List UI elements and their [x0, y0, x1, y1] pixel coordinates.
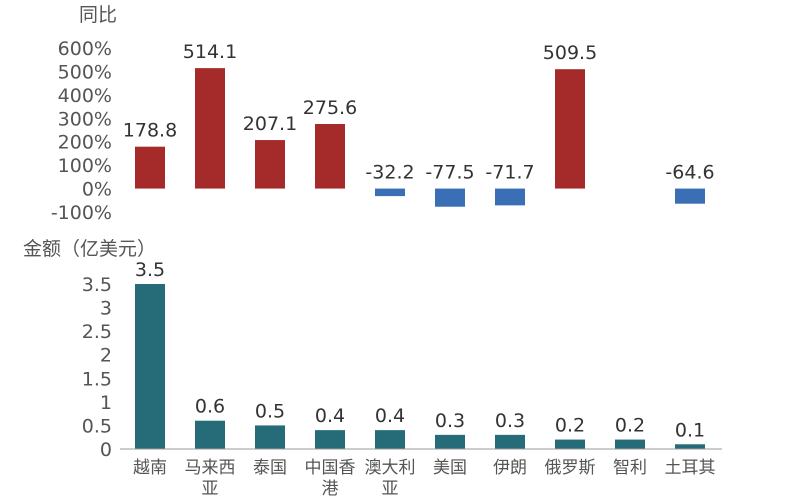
amount-y-tick-label: 0 [100, 439, 112, 461]
amount-y-tick-label: 1 [100, 392, 112, 414]
x-category-label: 亚 [202, 479, 219, 499]
amount-bar [435, 434, 465, 449]
amount-y-tick-label: 3.5 [82, 274, 112, 296]
amount-data-label: 0.4 [315, 405, 345, 427]
yoy-data-label: 178.8 [123, 120, 177, 142]
x-category-label: 土耳其 [665, 458, 716, 478]
amount-bar [195, 420, 225, 449]
amount-chart: 金额（亿美元） 00.511.522.533.5 3.50.6 0.5 0.4 0.4… [23, 238, 722, 499]
x-category-label: 澳大利 [365, 458, 416, 478]
yoy-bar [315, 124, 345, 189]
yoy-bar [195, 68, 225, 189]
amount-data-label: 0.6 [195, 396, 225, 418]
yoy-bar [495, 188, 525, 206]
amount-bar [315, 430, 345, 449]
yoy-chart: 同比 -100%0%100%200%300%400%500%600% 178.8… [51, 4, 715, 224]
amount-data-labels: 3.5 0.6 0.5 0.4 0.4 0.3 0.3 0.2 0.2 0.1 [135, 259, 705, 441]
yoy-y-tick-label: 500% [58, 61, 112, 83]
yoy-bar [675, 188, 705, 204]
amount-bars [135, 284, 705, 449]
yoy-bar [375, 188, 405, 197]
yoy-y-tick-label: 600% [58, 38, 112, 60]
yoy-bar [555, 69, 585, 189]
amount-data-label: 0.2 [615, 415, 645, 437]
x-category-label: 中国香 [305, 458, 356, 478]
yoy-data-label: -71.7 [485, 162, 534, 184]
amount-data-label: 0.3 [495, 410, 525, 432]
yoy-data-labels: 178.8 514.1 207.1 275.6 -32.2 -77.5 -71.7 509.5… [123, 41, 715, 183]
amount-bar [495, 434, 525, 449]
yoy-bar [135, 146, 165, 189]
x-category-label: 马来西 [185, 458, 236, 478]
x-category-label: 美国 [433, 458, 467, 478]
amount-data-label: 0.2 [555, 415, 585, 437]
amount-data-label: 0.5 [255, 400, 285, 422]
amount-y-tick-label: 1.5 [82, 368, 112, 390]
amount-y-tick-label: 0.5 [82, 415, 112, 437]
amount-y-tick-label: 3 [100, 298, 112, 320]
x-category-label: 伊朗 [493, 458, 527, 478]
amount-bar [375, 430, 405, 449]
amount-y-tick-label: 2.5 [82, 321, 112, 343]
yoy-y-tick-label: 200% [58, 132, 112, 154]
yoy-bar [255, 140, 285, 189]
yoy-data-label: -64.6 [665, 162, 714, 184]
yoy-data-label: 509.5 [543, 42, 597, 64]
yoy-data-label: 275.6 [303, 97, 357, 119]
x-category-label: 智利 [613, 458, 647, 478]
yoy-y-tick-label: 0% [82, 179, 112, 201]
yoy-bars [135, 68, 705, 207]
amount-bar [555, 439, 585, 449]
amount-data-label: 0.4 [375, 405, 405, 427]
amount-axis-title: 金额（亿美元） [23, 238, 156, 260]
x-category-label: 亚 [382, 479, 399, 499]
amount-y-tick-label: 2 [100, 345, 112, 367]
yoy-data-label: -32.2 [365, 162, 414, 184]
amount-bar [135, 284, 165, 449]
yoy-y-ticks: -100%0%100%200%300%400%500%600% [51, 38, 112, 224]
x-category-label: 越南 [133, 458, 167, 478]
yoy-bar [435, 188, 465, 207]
amount-data-label: 0.3 [435, 410, 465, 432]
yoy-y-tick-label: -100% [51, 202, 112, 224]
amount-bar [255, 425, 285, 449]
yoy-data-label: 514.1 [183, 41, 237, 63]
yoy-data-label: -77.5 [425, 162, 474, 184]
amount-bar [675, 444, 705, 449]
x-category-label: 俄罗斯 [545, 458, 596, 478]
amount-data-label: 0.1 [675, 419, 705, 441]
yoy-y-tick-label: 300% [58, 108, 112, 130]
amount-data-label: 3.5 [135, 259, 165, 281]
x-category-label: 泰国 [253, 458, 287, 478]
yoy-y-tick-label: 100% [58, 155, 112, 177]
x-category-label: 港 [322, 479, 339, 499]
amount-bar [615, 439, 645, 449]
amount-y-ticks: 00.511.522.533.5 [82, 274, 112, 461]
yoy-axis-title: 同比 [79, 4, 117, 26]
yoy-y-tick-label: 400% [58, 85, 112, 107]
yoy-data-label: 207.1 [243, 113, 297, 135]
